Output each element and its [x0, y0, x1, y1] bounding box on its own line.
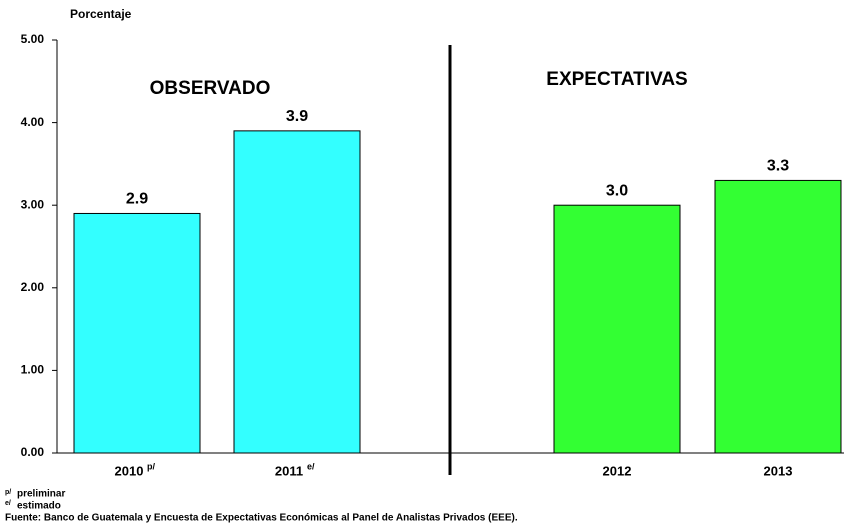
- value-label: 3.0: [606, 182, 628, 199]
- source-note: Fuente: Banco de Guatemala y Encuesta de…: [5, 513, 518, 524]
- y-axis-label: Porcentaje: [70, 7, 132, 21]
- value-label: 2.9: [126, 191, 148, 208]
- category-note: e/: [307, 461, 315, 471]
- bar: [73, 212, 201, 454]
- x-tick-label: 2011: [275, 463, 303, 478]
- footnote-mark: e/: [5, 500, 11, 507]
- y-tick-label: 2.00: [21, 280, 45, 294]
- footnote-mark: p/: [5, 489, 11, 496]
- value-label: 3.9: [286, 108, 308, 125]
- x-tick-label: 2013: [764, 463, 793, 478]
- x-tick-label: 2010: [115, 463, 144, 478]
- group-label: EXPECTATIVAS: [546, 69, 687, 90]
- y-tick-label: 3.00: [21, 197, 45, 211]
- bar: [233, 130, 361, 454]
- value-label: 3.3: [767, 158, 789, 175]
- y-tick-label: 0.00: [21, 445, 45, 459]
- bar: [553, 204, 681, 454]
- footnote: estimado: [17, 501, 61, 512]
- y-tick-label: 5.00: [21, 32, 45, 46]
- category-note: p/: [147, 461, 155, 471]
- x-tick-label: 2012: [603, 463, 632, 478]
- y-tick-label: 4.00: [21, 115, 45, 129]
- group-label: OBSERVADO: [150, 78, 271, 99]
- bar: [714, 179, 842, 454]
- y-tick-label: 1.00: [21, 363, 45, 377]
- footnote: preliminar: [17, 489, 65, 500]
